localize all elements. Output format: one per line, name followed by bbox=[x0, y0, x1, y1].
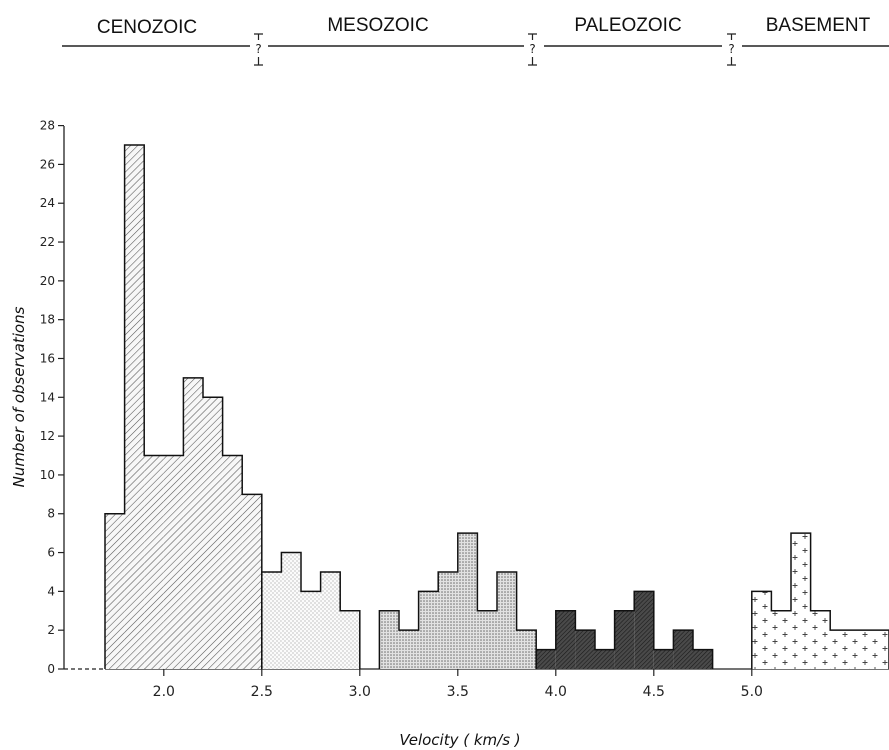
boundary-question-mark-1: ? bbox=[255, 42, 261, 56]
series-basement-crosses bbox=[751, 532, 889, 669]
histogram-bar bbox=[634, 591, 654, 669]
histogram-bar bbox=[477, 610, 497, 669]
series-outline bbox=[378, 532, 537, 669]
histogram-bar bbox=[673, 630, 693, 669]
histogram-bar bbox=[438, 571, 458, 669]
x-axis: 2.0 2.5 3.0 3.5 4.0 4.5 5.0 bbox=[64, 668, 889, 700]
y-tick-label: 4 bbox=[47, 584, 55, 598]
histogram-bar bbox=[555, 610, 576, 669]
x-tick-label: 2.5 bbox=[251, 684, 273, 700]
histogram-bar bbox=[849, 630, 870, 669]
y-tick-label: 8 bbox=[47, 507, 55, 521]
histogram-bar bbox=[163, 455, 184, 669]
histogram-bar bbox=[261, 571, 282, 669]
x-tick-label: 3.5 bbox=[447, 684, 469, 700]
histogram-bar bbox=[418, 591, 439, 669]
boundary-question-mark-3: ? bbox=[728, 42, 734, 56]
x-tick-label: 4.0 bbox=[545, 684, 567, 700]
x-tick-label: 5.0 bbox=[741, 684, 763, 700]
series-outline bbox=[104, 144, 263, 669]
histogram-bar bbox=[751, 591, 772, 669]
y-tick-label: 14 bbox=[40, 390, 55, 404]
histogram-bar bbox=[203, 397, 223, 669]
histogram-bar bbox=[222, 455, 243, 669]
x-tick-group: 2.0 2.5 3.0 3.5 4.0 4.5 5.0 bbox=[153, 669, 763, 700]
histogram-bar bbox=[653, 649, 674, 669]
series-paleozoic-dark-hatch bbox=[535, 590, 714, 669]
series-mesozoic-dense-dots bbox=[378, 532, 537, 669]
y-tick-label: 2 bbox=[47, 623, 55, 637]
y-tick-label: 0 bbox=[47, 662, 55, 676]
x-tick-label: 2.0 bbox=[153, 684, 175, 700]
era-label-paleozoic: PALEOZOIC bbox=[574, 15, 681, 36]
histogram-bar bbox=[830, 630, 850, 669]
histogram-bar bbox=[614, 610, 635, 669]
series-mesozoic-fine-dots bbox=[261, 551, 361, 669]
histogram-bar bbox=[281, 552, 301, 669]
histogram-bar bbox=[301, 591, 321, 669]
boundary-question-mark-2: ? bbox=[529, 42, 535, 56]
histogram-bar bbox=[497, 571, 517, 669]
histogram-bar bbox=[124, 145, 145, 669]
y-tick-label: 10 bbox=[40, 468, 55, 482]
y-tick-label: 26 bbox=[40, 157, 55, 171]
series-outline bbox=[751, 532, 889, 669]
histogram-bar bbox=[536, 649, 556, 669]
histogram-bar bbox=[399, 630, 419, 669]
histogram-bar bbox=[379, 610, 399, 669]
y-tick-label: 6 bbox=[47, 546, 55, 560]
era-boundary-marker-2: ? bbox=[528, 33, 537, 66]
x-tick-label: 3.0 bbox=[349, 684, 371, 700]
era-label-basement: BASEMENT bbox=[766, 15, 871, 36]
y-tick-label: 12 bbox=[40, 429, 55, 443]
era-label-mesozoic: MESOZOIC bbox=[327, 15, 428, 36]
series-outline bbox=[261, 551, 361, 669]
y-tick-label: 18 bbox=[40, 313, 55, 327]
histogram-bar bbox=[810, 610, 831, 669]
histogram-bar bbox=[595, 649, 615, 669]
y-tick-label: 24 bbox=[40, 196, 55, 210]
histogram-bar bbox=[771, 610, 791, 669]
series-cenozoic-diagonal-hatch bbox=[104, 144, 263, 669]
histogram-bar bbox=[144, 455, 164, 669]
x-axis-label: Velocity ( km/s ) bbox=[399, 731, 520, 749]
x-tick-label: 4.5 bbox=[643, 684, 665, 700]
histogram-bar bbox=[457, 533, 478, 669]
y-tick-label: 22 bbox=[40, 235, 55, 249]
histogram-bar bbox=[242, 494, 262, 669]
era-boundary-marker-3: ? bbox=[727, 33, 736, 66]
histogram-bar bbox=[869, 630, 889, 669]
y-tick-label: 16 bbox=[40, 351, 55, 365]
histogram-bar bbox=[183, 377, 203, 669]
histogram-bar bbox=[105, 513, 125, 669]
era-header: CENOZOIC MESOZOIC PALEOZOIC BASEMENT ? ?… bbox=[62, 15, 889, 66]
histogram-bar bbox=[320, 571, 341, 669]
y-tick-label: 20 bbox=[40, 274, 55, 288]
histogram-bar bbox=[516, 630, 537, 669]
histogram-bar bbox=[791, 533, 811, 669]
y-tick-label: 28 bbox=[40, 119, 55, 133]
histogram-bar bbox=[575, 630, 595, 669]
histogram-bar bbox=[340, 610, 360, 669]
era-label-cenozoic: CENOZOIC bbox=[97, 17, 197, 38]
histogram-bar bbox=[693, 649, 713, 669]
series-outline bbox=[535, 590, 714, 669]
histogram-bars bbox=[104, 144, 889, 669]
era-boundary-marker-1: ? bbox=[254, 33, 263, 66]
y-axis-label: Number of observations bbox=[10, 306, 28, 487]
